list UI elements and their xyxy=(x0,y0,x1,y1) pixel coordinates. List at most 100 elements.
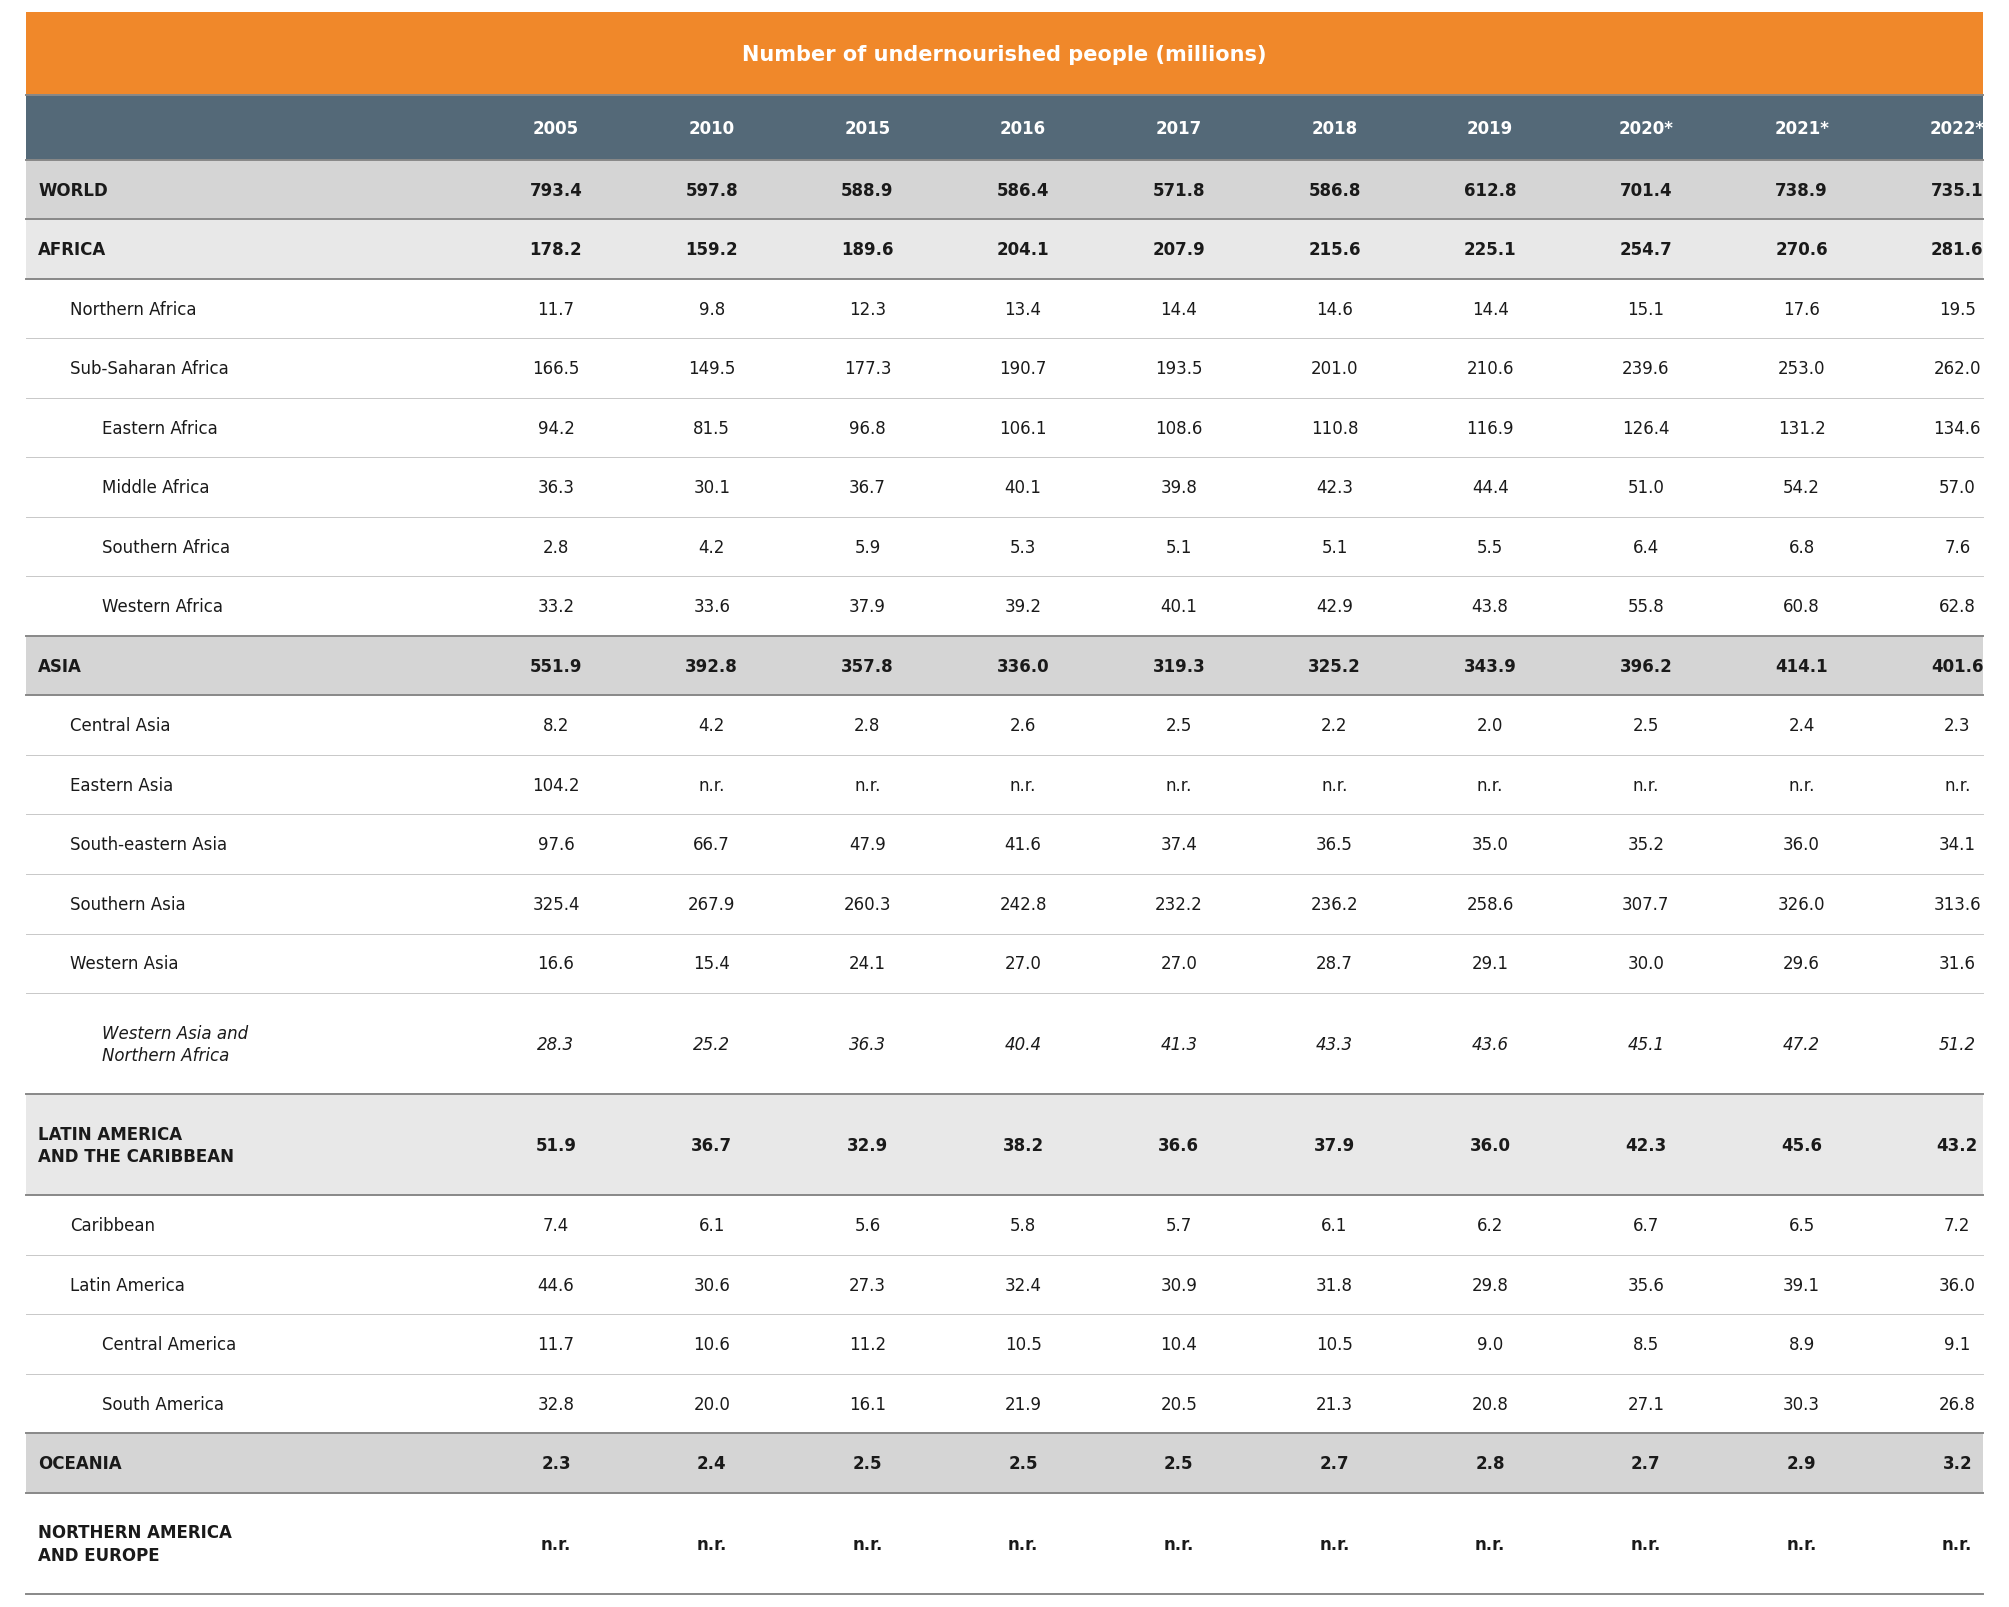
Text: LATIN AMERICA
AND THE CARIBBEAN: LATIN AMERICA AND THE CARIBBEAN xyxy=(38,1125,235,1165)
Text: 10.4: 10.4 xyxy=(1161,1335,1197,1353)
Text: 242.8: 242.8 xyxy=(998,895,1047,913)
Text: n.r.: n.r. xyxy=(1165,776,1191,794)
Bar xyxy=(26,96,1983,161)
Text: n.r.: n.r. xyxy=(1943,1535,1973,1552)
Text: 2.7: 2.7 xyxy=(1320,1454,1350,1472)
Text: 35.2: 35.2 xyxy=(1627,836,1663,853)
Text: 54.2: 54.2 xyxy=(1784,479,1820,497)
Text: n.r.: n.r. xyxy=(540,1535,571,1552)
Text: 106.1: 106.1 xyxy=(998,419,1047,437)
Text: 7.6: 7.6 xyxy=(1945,538,1971,556)
Text: 33.6: 33.6 xyxy=(693,598,729,615)
Text: 270.6: 270.6 xyxy=(1776,241,1828,259)
Text: 253.0: 253.0 xyxy=(1778,360,1826,378)
Text: 41.6: 41.6 xyxy=(1004,836,1041,853)
Text: South-eastern Asia: South-eastern Asia xyxy=(70,836,227,853)
Text: 131.2: 131.2 xyxy=(1778,419,1826,437)
Text: 2.4: 2.4 xyxy=(1788,717,1814,734)
Text: 39.1: 39.1 xyxy=(1784,1276,1820,1294)
Text: 20.5: 20.5 xyxy=(1161,1395,1197,1413)
Text: South America: South America xyxy=(102,1395,225,1413)
Text: 96.8: 96.8 xyxy=(850,419,886,437)
Text: 401.6: 401.6 xyxy=(1931,657,1983,675)
Text: 36.7: 36.7 xyxy=(850,479,886,497)
Text: 27.0: 27.0 xyxy=(1004,955,1041,972)
Text: 193.5: 193.5 xyxy=(1155,360,1203,378)
Text: 8.5: 8.5 xyxy=(1633,1335,1659,1353)
Bar xyxy=(26,517,1983,577)
Text: Middle Africa: Middle Africa xyxy=(102,479,211,497)
Bar xyxy=(26,1493,1983,1594)
Text: 30.9: 30.9 xyxy=(1161,1276,1197,1294)
Text: 43.6: 43.6 xyxy=(1473,1035,1509,1053)
Text: 2.2: 2.2 xyxy=(1322,717,1348,734)
Text: 9.8: 9.8 xyxy=(699,301,725,318)
Text: 11.7: 11.7 xyxy=(538,1335,575,1353)
Text: 232.2: 232.2 xyxy=(1155,895,1203,913)
Text: n.r.: n.r. xyxy=(854,776,880,794)
Text: 28.7: 28.7 xyxy=(1316,955,1352,972)
Text: 267.9: 267.9 xyxy=(687,895,735,913)
Text: 42.3: 42.3 xyxy=(1316,479,1352,497)
Text: 5.5: 5.5 xyxy=(1477,538,1503,556)
Bar xyxy=(26,696,1983,755)
Text: 2018: 2018 xyxy=(1312,119,1358,138)
Bar xyxy=(26,1315,1983,1374)
Text: 6.8: 6.8 xyxy=(1788,538,1814,556)
Text: n.r.: n.r. xyxy=(1475,1535,1505,1552)
Text: Eastern Asia: Eastern Asia xyxy=(70,776,173,794)
Text: 42.9: 42.9 xyxy=(1316,598,1352,615)
Text: Central Asia: Central Asia xyxy=(70,717,171,734)
Bar xyxy=(26,577,1983,636)
Text: 40.1: 40.1 xyxy=(1161,598,1197,615)
Text: 30.6: 30.6 xyxy=(693,1276,729,1294)
Text: n.r.: n.r. xyxy=(1631,1535,1661,1552)
Text: 215.6: 215.6 xyxy=(1308,241,1360,259)
Text: 15.4: 15.4 xyxy=(693,955,729,972)
Text: 41.3: 41.3 xyxy=(1161,1035,1197,1053)
Text: 24.1: 24.1 xyxy=(850,955,886,972)
Text: 21.9: 21.9 xyxy=(1004,1395,1041,1413)
Text: 2022*: 2022* xyxy=(1931,119,1985,138)
Text: 40.4: 40.4 xyxy=(1004,1035,1041,1053)
Text: 97.6: 97.6 xyxy=(538,836,575,853)
Text: 588.9: 588.9 xyxy=(842,182,894,199)
Text: 104.2: 104.2 xyxy=(532,776,581,794)
Text: 27.0: 27.0 xyxy=(1161,955,1197,972)
Text: 2017: 2017 xyxy=(1155,119,1201,138)
Text: 81.5: 81.5 xyxy=(693,419,729,437)
Text: 37.9: 37.9 xyxy=(1314,1136,1356,1154)
Text: 313.6: 313.6 xyxy=(1933,895,1981,913)
Text: 17.6: 17.6 xyxy=(1784,301,1820,318)
Text: 32.8: 32.8 xyxy=(538,1395,575,1413)
Text: 2.8: 2.8 xyxy=(542,538,569,556)
Text: 189.6: 189.6 xyxy=(842,241,894,259)
Bar xyxy=(26,874,1983,934)
Text: 16.1: 16.1 xyxy=(850,1395,886,1413)
Text: 35.6: 35.6 xyxy=(1627,1276,1663,1294)
Text: 21.3: 21.3 xyxy=(1316,1395,1352,1413)
Bar xyxy=(26,13,1983,96)
Text: 14.4: 14.4 xyxy=(1473,301,1509,318)
Text: 45.1: 45.1 xyxy=(1627,1035,1663,1053)
Text: 37.4: 37.4 xyxy=(1161,836,1197,853)
Text: 20.8: 20.8 xyxy=(1473,1395,1509,1413)
Text: 25.2: 25.2 xyxy=(693,1035,729,1053)
Text: Western Asia and
Northern Africa: Western Asia and Northern Africa xyxy=(102,1024,249,1064)
Text: 5.6: 5.6 xyxy=(854,1216,880,1234)
Text: n.r.: n.r. xyxy=(1788,776,1814,794)
Text: Number of undernourished people (millions): Number of undernourished people (million… xyxy=(741,45,1268,64)
Text: ASIA: ASIA xyxy=(38,657,82,675)
Text: 51.2: 51.2 xyxy=(1939,1035,1975,1053)
Text: n.r.: n.r. xyxy=(1009,1535,1039,1552)
Text: 236.2: 236.2 xyxy=(1310,895,1358,913)
Bar xyxy=(26,1374,1983,1433)
Text: 51.9: 51.9 xyxy=(536,1136,577,1154)
Text: 26.8: 26.8 xyxy=(1939,1395,1975,1413)
Text: 6.5: 6.5 xyxy=(1788,1216,1814,1234)
Text: 159.2: 159.2 xyxy=(685,241,737,259)
Text: 2.5: 2.5 xyxy=(852,1454,882,1472)
Text: 33.2: 33.2 xyxy=(538,598,575,615)
Text: 207.9: 207.9 xyxy=(1153,241,1205,259)
Text: 307.7: 307.7 xyxy=(1621,895,1669,913)
